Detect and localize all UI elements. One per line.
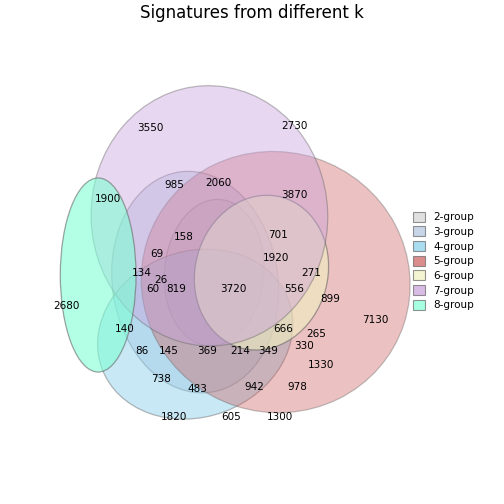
Ellipse shape — [112, 171, 279, 393]
Text: 69: 69 — [151, 248, 164, 259]
Text: 3870: 3870 — [281, 190, 308, 200]
Text: 483: 483 — [187, 384, 208, 394]
Text: 271: 271 — [301, 268, 321, 278]
Text: 1820: 1820 — [161, 412, 187, 422]
Ellipse shape — [91, 86, 328, 346]
Title: Signatures from different k: Signatures from different k — [140, 4, 364, 22]
Ellipse shape — [60, 178, 136, 372]
Text: 738: 738 — [151, 374, 171, 384]
Text: 985: 985 — [164, 180, 184, 190]
Text: 701: 701 — [268, 230, 288, 240]
Text: 214: 214 — [230, 346, 250, 356]
Text: 2730: 2730 — [281, 121, 308, 131]
Ellipse shape — [98, 249, 293, 419]
Text: 978: 978 — [287, 382, 307, 392]
Text: 140: 140 — [114, 325, 134, 335]
Text: 666: 666 — [273, 325, 293, 335]
Text: 3550: 3550 — [137, 123, 163, 133]
Ellipse shape — [141, 152, 410, 413]
Text: 369: 369 — [197, 346, 217, 356]
Text: 145: 145 — [159, 346, 179, 356]
Text: 134: 134 — [132, 268, 152, 278]
Text: 899: 899 — [320, 294, 340, 304]
Text: 556: 556 — [285, 284, 304, 294]
Text: 1920: 1920 — [263, 254, 289, 264]
Ellipse shape — [164, 200, 264, 346]
Text: 2060: 2060 — [206, 178, 232, 187]
Text: 1330: 1330 — [307, 360, 334, 370]
Text: 819: 819 — [166, 284, 186, 294]
Text: 349: 349 — [259, 346, 279, 356]
Text: 2680: 2680 — [53, 301, 80, 311]
Text: 3720: 3720 — [220, 284, 246, 294]
Text: 7130: 7130 — [362, 315, 388, 325]
Text: 605: 605 — [221, 412, 240, 422]
Text: 86: 86 — [136, 346, 149, 356]
Text: 942: 942 — [244, 382, 264, 392]
Text: 26: 26 — [155, 275, 168, 285]
Text: 330: 330 — [294, 341, 314, 351]
Text: 1300: 1300 — [267, 412, 293, 422]
Text: 60: 60 — [146, 284, 159, 294]
Text: 265: 265 — [306, 329, 326, 339]
Text: 158: 158 — [173, 232, 194, 242]
Ellipse shape — [195, 195, 329, 350]
Legend: 2-group, 3-group, 4-group, 5-group, 6-group, 7-group, 8-group: 2-group, 3-group, 4-group, 5-group, 6-gr… — [413, 212, 474, 310]
Text: 1900: 1900 — [95, 194, 121, 204]
